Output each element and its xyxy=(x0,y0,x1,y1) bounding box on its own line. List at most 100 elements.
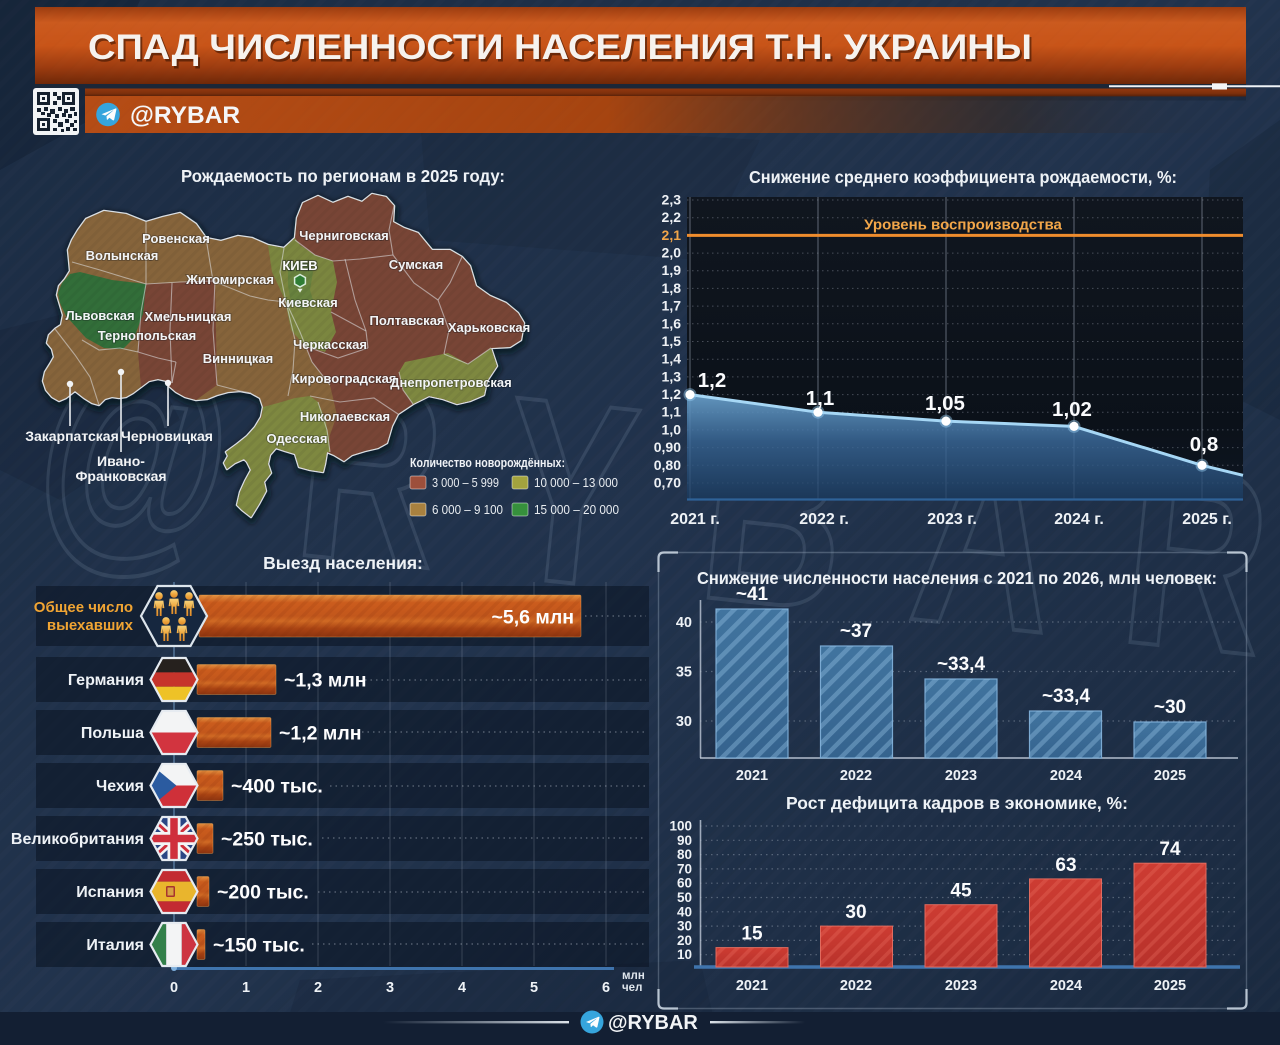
svg-text:@RYBAR: @RYBAR xyxy=(130,102,240,129)
svg-text:Снижение среднего коэффициента: Снижение среднего коэффициента рождаемос… xyxy=(749,167,1177,187)
svg-text:2022: 2022 xyxy=(840,768,872,784)
svg-text:Общее число: Общее число xyxy=(34,599,133,616)
svg-text:~400 тыс.: ~400 тыс. xyxy=(231,776,323,798)
svg-text:0,80: 0,80 xyxy=(654,457,681,473)
svg-text:Николаевская: Николаевская xyxy=(300,409,390,424)
svg-text:~1,3 млн: ~1,3 млн xyxy=(284,670,367,692)
svg-text:млн: млн xyxy=(622,970,645,982)
svg-text:Закарпатская: Закарпатская xyxy=(25,428,119,444)
svg-text:1,05: 1,05 xyxy=(925,392,965,415)
svg-text:80: 80 xyxy=(677,847,692,862)
svg-text:Испания: Испания xyxy=(76,884,144,901)
svg-text:Харьковская: Харьковская xyxy=(448,320,530,335)
svg-text:4: 4 xyxy=(458,980,466,996)
svg-text:6: 6 xyxy=(602,980,610,996)
svg-text:40: 40 xyxy=(677,904,692,919)
svg-text:Ровенская: Ровенская xyxy=(142,231,210,246)
svg-text:2022: 2022 xyxy=(840,978,872,994)
svg-text:0,90: 0,90 xyxy=(654,439,681,455)
svg-text:1: 1 xyxy=(242,980,250,996)
svg-text:1,1: 1,1 xyxy=(806,387,835,410)
svg-text:100: 100 xyxy=(669,819,692,834)
svg-text:Тернопольская: Тернопольская xyxy=(98,328,197,343)
svg-text:Кировоградская: Кировоградская xyxy=(292,371,397,386)
svg-text:Днепропетровская: Днепропетровская xyxy=(390,375,511,390)
svg-text:СПАД ЧИСЛЕННОСТИ НАСЕЛЕНИЯ Т.Н: СПАД ЧИСЛЕННОСТИ НАСЕЛЕНИЯ Т.Н. УКРАИНЫ xyxy=(90,31,1034,70)
svg-text:2023 г.: 2023 г. xyxy=(927,511,977,528)
svg-text:@RYBAR: @RYBAR xyxy=(608,1012,698,1034)
svg-text:1,1: 1,1 xyxy=(662,404,682,420)
svg-text:1,4: 1,4 xyxy=(662,351,682,367)
svg-text:~1,2 млн: ~1,2 млн xyxy=(279,723,362,745)
svg-text:2,0: 2,0 xyxy=(662,245,682,261)
svg-text:2024: 2024 xyxy=(1050,768,1082,784)
svg-text:Хмельницкая: Хмельницкая xyxy=(145,309,232,324)
svg-text:~33,4: ~33,4 xyxy=(937,654,986,675)
svg-text:Польша: Польша xyxy=(81,725,144,742)
svg-text:Франковская: Франковская xyxy=(75,468,166,484)
svg-text:1,2: 1,2 xyxy=(698,369,727,392)
svg-text:20: 20 xyxy=(677,933,692,948)
svg-text:70: 70 xyxy=(677,861,692,876)
svg-text:Черновицкая: Черновицкая xyxy=(121,428,213,444)
svg-text:2025: 2025 xyxy=(1154,978,1186,994)
svg-text:Количество новорождённых:: Количество новорождённых: xyxy=(410,455,565,470)
svg-text:2,3: 2,3 xyxy=(662,192,682,208)
svg-text:Одесская: Одесская xyxy=(267,431,328,446)
svg-text:Черкасская: Черкасская xyxy=(293,337,367,352)
svg-text:выехавших: выехавших xyxy=(47,617,134,634)
svg-text:2021: 2021 xyxy=(736,978,768,994)
svg-text:1,6: 1,6 xyxy=(662,315,682,331)
svg-text:30: 30 xyxy=(676,714,692,730)
svg-text:~37: ~37 xyxy=(840,621,872,642)
svg-text:Великобритания: Великобритания xyxy=(11,831,144,848)
svg-text:0,70: 0,70 xyxy=(654,475,681,491)
svg-text:35: 35 xyxy=(676,665,692,681)
svg-text:1,2: 1,2 xyxy=(662,386,682,402)
svg-text:~33,4: ~33,4 xyxy=(1042,686,1091,707)
svg-text:0,8: 0,8 xyxy=(1190,433,1219,456)
svg-text:~250 тыс.: ~250 тыс. xyxy=(221,829,313,851)
svg-text:63: 63 xyxy=(1055,855,1076,876)
svg-text:2023: 2023 xyxy=(945,768,977,784)
svg-text:Рождаемость по регионам в 2025: Рождаемость по регионам в 2025 году: xyxy=(181,166,505,186)
svg-text:30: 30 xyxy=(845,902,866,923)
svg-text:15: 15 xyxy=(741,924,763,945)
svg-text:Выезд населения:: Выезд населения: xyxy=(263,553,423,573)
svg-text:3 000 – 5 999: 3 000 – 5 999 xyxy=(432,475,499,490)
svg-text:Житомирская: Житомирская xyxy=(185,272,274,287)
svg-text:~30: ~30 xyxy=(1154,697,1186,718)
svg-text:~150 тыс.: ~150 тыс. xyxy=(213,935,305,957)
svg-text:2025: 2025 xyxy=(1154,768,1186,784)
svg-text:~41: ~41 xyxy=(736,584,769,605)
svg-text:74: 74 xyxy=(1159,839,1181,860)
svg-text:Волынская: Волынская xyxy=(86,248,159,263)
svg-text:~200 тыс.: ~200 тыс. xyxy=(217,882,309,904)
svg-text:40: 40 xyxy=(676,615,692,631)
svg-text:чел: чел xyxy=(622,982,642,994)
svg-text:Уровень воспроизводства: Уровень воспроизводства xyxy=(864,216,1062,233)
svg-text:2,1: 2,1 xyxy=(662,227,682,243)
svg-text:Черниговская: Черниговская xyxy=(299,228,389,243)
svg-text:~5,6 млн: ~5,6 млн xyxy=(491,607,574,629)
svg-text:10: 10 xyxy=(677,947,692,962)
svg-text:90: 90 xyxy=(677,833,692,848)
svg-text:5: 5 xyxy=(530,980,538,996)
svg-text:Полтавская: Полтавская xyxy=(369,313,444,328)
svg-text:0: 0 xyxy=(170,980,178,996)
svg-text:2022 г.: 2022 г. xyxy=(799,511,849,528)
svg-text:2021: 2021 xyxy=(736,768,768,784)
svg-text:Львовская: Львовская xyxy=(65,308,134,323)
svg-text:Киевская: Киевская xyxy=(278,295,337,310)
svg-text:Ивано-: Ивано- xyxy=(97,453,145,469)
svg-text:2025 г.: 2025 г. xyxy=(1182,511,1232,528)
svg-text:1,3: 1,3 xyxy=(662,368,682,384)
svg-text:1,7: 1,7 xyxy=(662,298,682,314)
svg-text:1,9: 1,9 xyxy=(662,262,682,278)
svg-text:Снижение численности населения: Снижение численности населения с 2021 по… xyxy=(697,568,1217,588)
svg-text:6 000 – 9 100: 6 000 – 9 100 xyxy=(432,502,503,517)
svg-text:60: 60 xyxy=(677,876,692,891)
svg-text:СПАД ЧИСЛЕННОСТИ НАСЕЛЕНИЯ Т.Н: СПАД ЧИСЛЕННОСТИ НАСЕЛЕНИЯ Т.Н. УКРАИНЫ xyxy=(88,28,1032,67)
svg-text:Чехия: Чехия xyxy=(96,778,144,795)
svg-text:2024 г.: 2024 г. xyxy=(1054,511,1104,528)
